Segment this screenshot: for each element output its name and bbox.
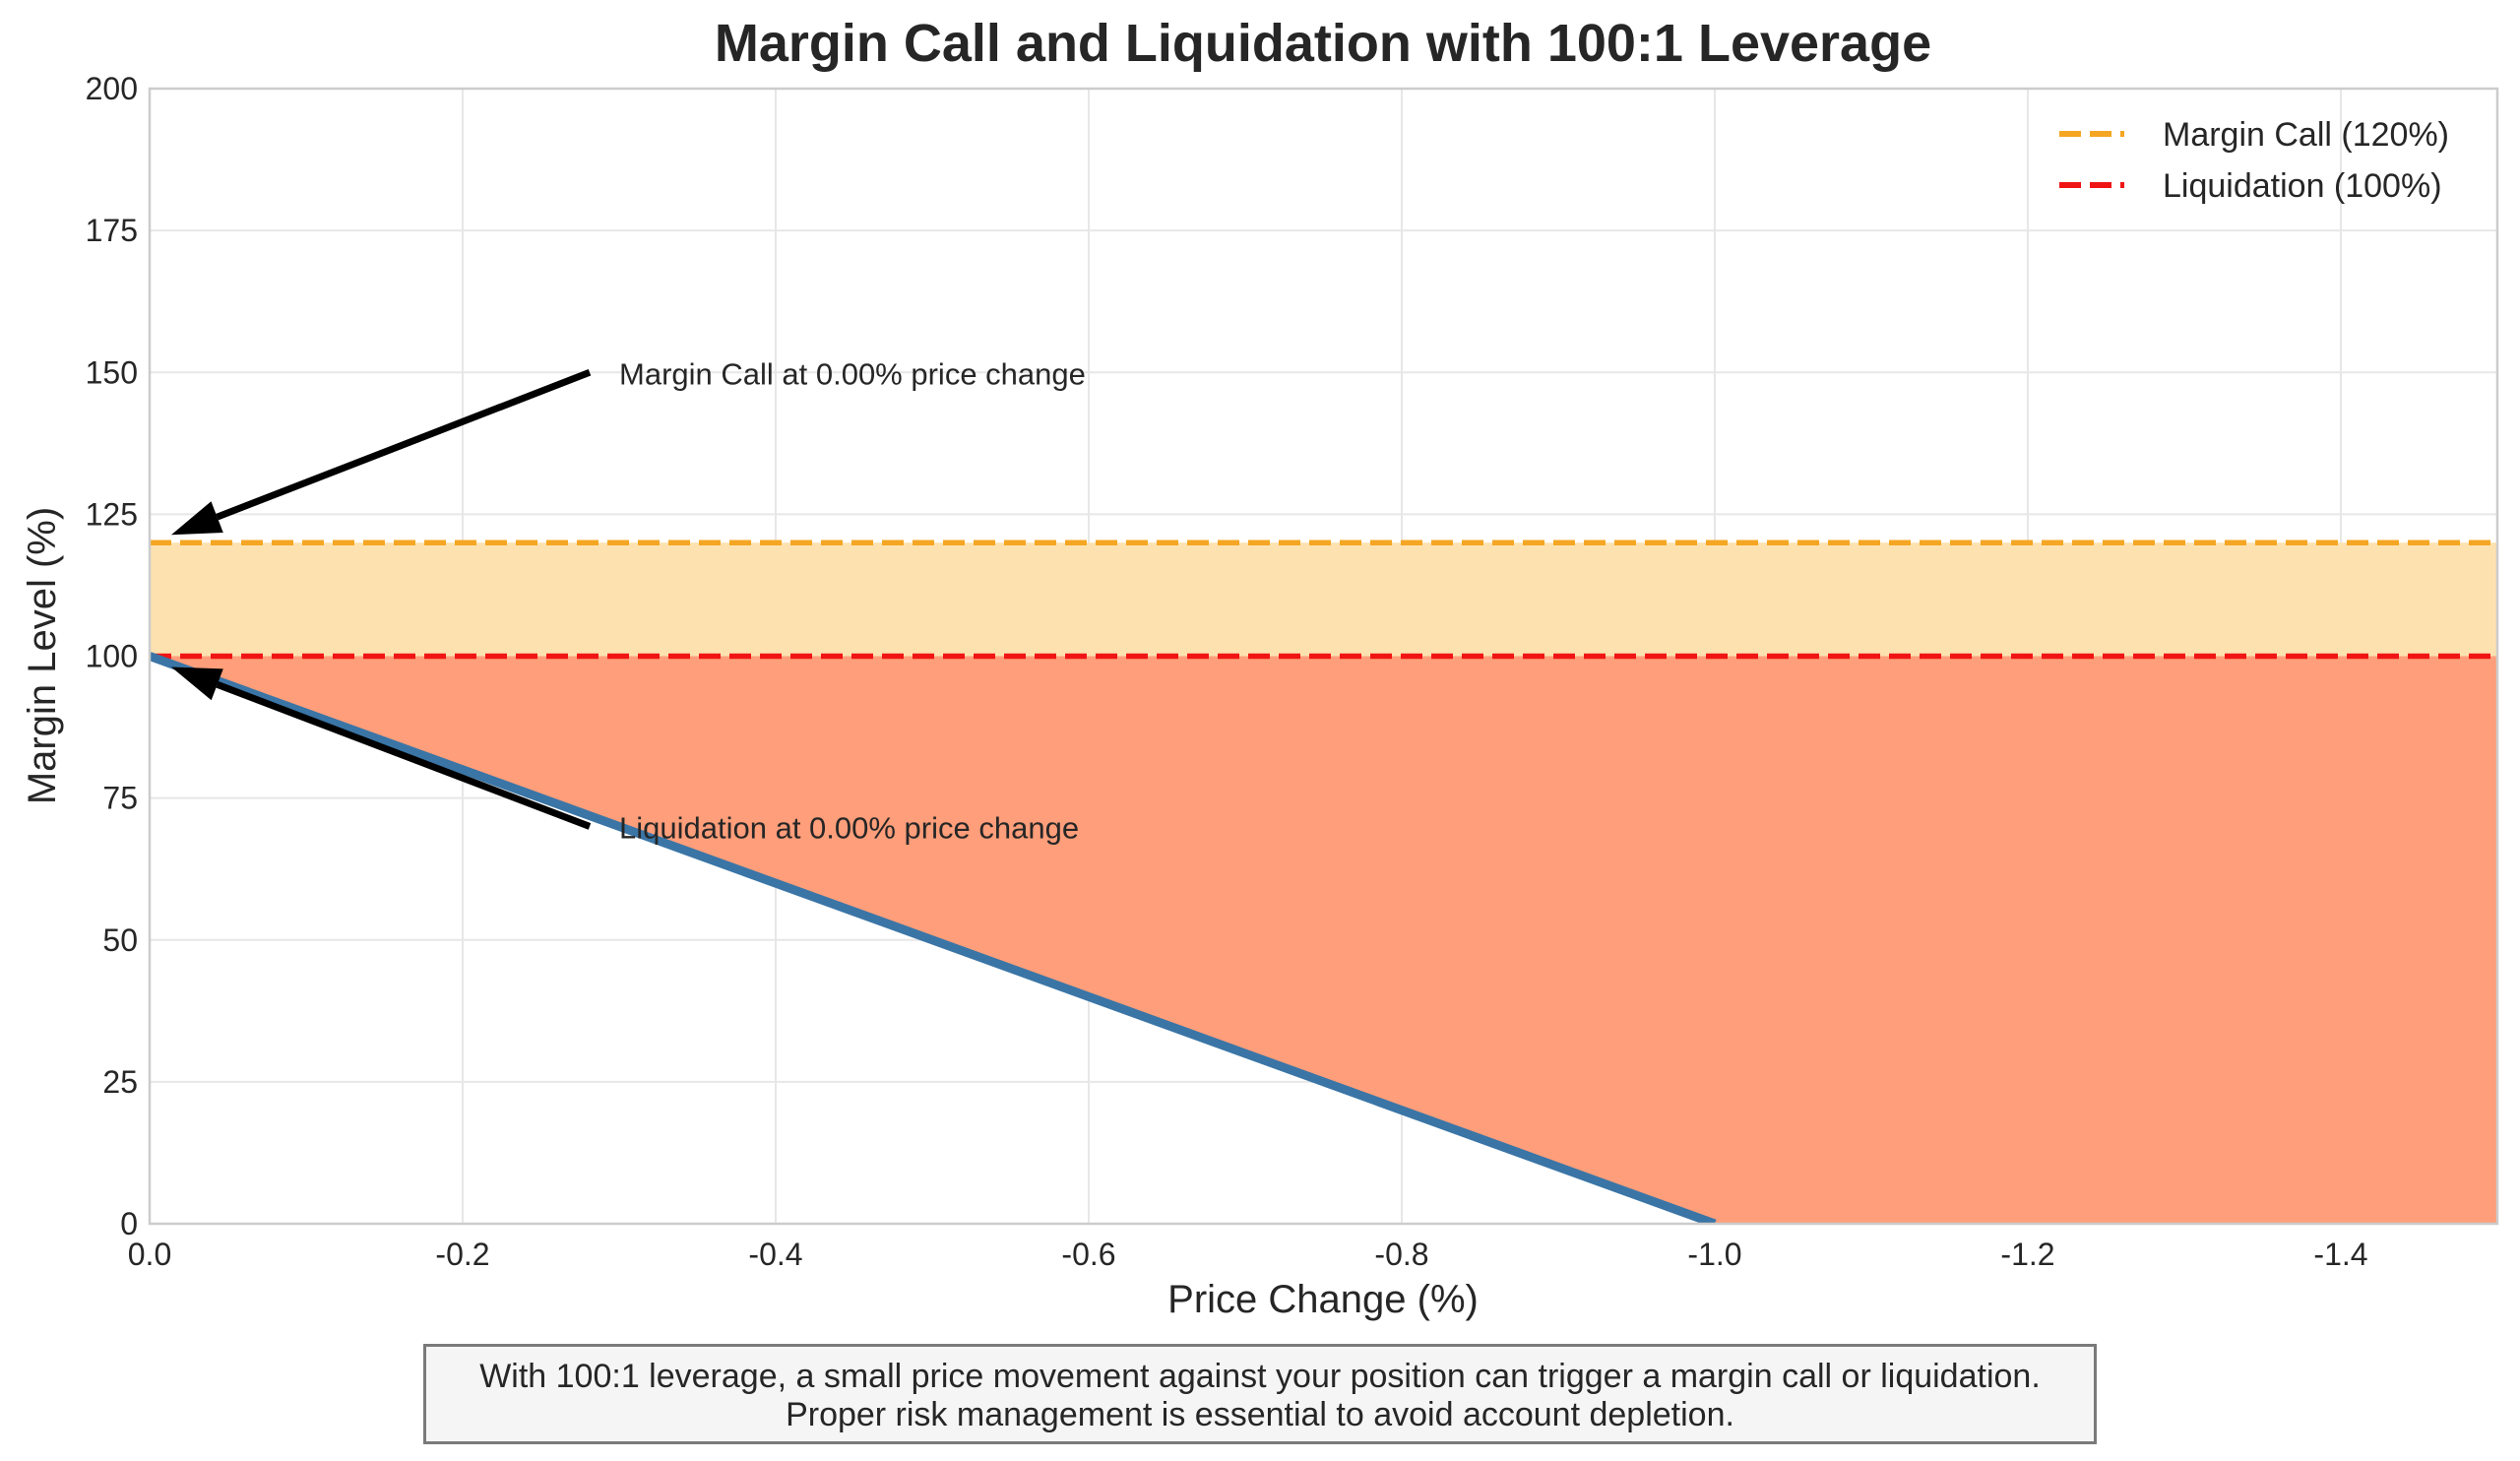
legend-entry-1: Liquidation (100%) [2059,167,2442,205]
x-axis-label: Price Change (%) [1167,1278,1479,1321]
y-tick-label: 125 [86,496,138,532]
chart-title: Margin Call and Liquidation with 100:1 L… [715,14,1931,73]
zone-bands [150,542,2497,1224]
axis-ticks: 0.0 -0.2 -0.4 -0.6 -0.8 -1.0 -1.2 -1.4 0 25 50 75 10… [86,71,2368,1272]
plot-frame [148,87,2499,1226]
y-tick-label: 100 [86,639,138,674]
y-tick-label: 50 [102,922,138,958]
x-tick-label: -1.0 [1687,1237,1741,1272]
annotations: Margin Call at 0.00% price change Liquida… [171,356,1086,845]
x-tick-label: -0.4 [748,1237,802,1272]
liquidation-zone-band [150,656,2497,1224]
margin-level-line [150,652,1717,1224]
legend: Margin Call (120%) Liquidation (100%) [2059,116,2449,205]
y-tick-label: 0 [120,1206,138,1241]
liquidation-annotation-arrowhead [171,667,223,701]
margin-call-annotation: Margin Call at 0.00% price change [171,356,1086,536]
y-axis-label: Margin Level (%) [21,507,64,804]
x-tick-label: -1.4 [2313,1237,2367,1272]
legend-label: Margin Call (120%) [2163,116,2449,154]
legend-entry-0: Margin Call (120%) [2059,116,2449,154]
margin-call-annotation-arrowhead [171,501,223,536]
x-tick-label: 0.0 [128,1237,171,1272]
y-tick-label: 150 [86,354,138,390]
legend-label: Liquidation (100%) [2163,167,2442,205]
footnote-line-1: With 100:1 leverage, a small price movem… [479,1358,2041,1395]
x-tick-label: -1.2 [2000,1237,2054,1272]
series-lines [150,652,1717,1224]
y-tick-label: 75 [102,781,138,816]
x-tick-label: -0.2 [435,1237,489,1272]
y-tick-label: 200 [86,71,138,106]
x-tick-label: -0.8 [1374,1237,1428,1272]
liquidation-annotation-arrow-shaft [216,681,592,830]
x-tick-label: -0.6 [1061,1237,1115,1272]
footnote-box: With 100:1 leverage, a small price movem… [423,1344,2097,1444]
liquidation-annotation: Liquidation at 0.00% price change [171,667,1079,845]
y-tick-label: 175 [86,213,138,248]
warning-zone-band [150,542,2497,657]
margin-call-annotation-text: Margin Call at 0.00% price change [619,356,1086,391]
threshold-lines [150,540,2497,660]
footnote-line-2: Proper risk management is essential to a… [786,1396,1734,1433]
y-tick-label: 25 [102,1064,138,1100]
margin-call-annotation-arrow-shaft [216,368,592,521]
liquidation-annotation-text: Liquidation at 0.00% price change [619,810,1079,845]
